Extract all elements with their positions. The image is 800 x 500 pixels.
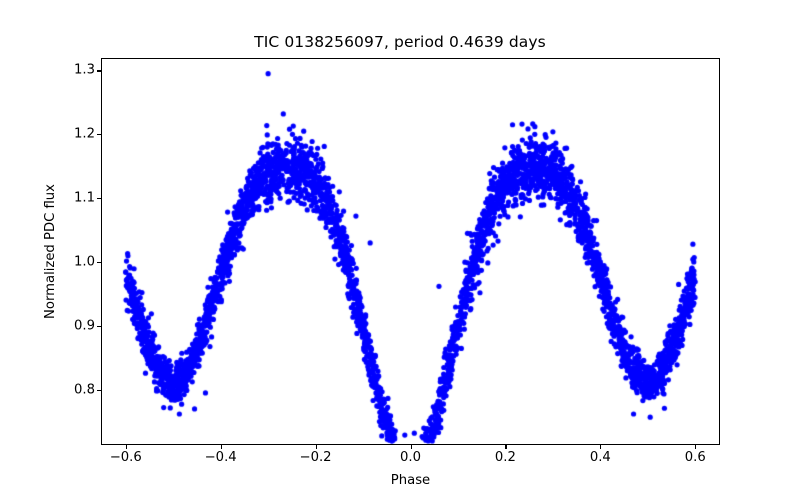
y-tick-mark bbox=[97, 70, 101, 72]
x-tick-mark bbox=[315, 445, 317, 449]
y-axis-label: Normalized PDC flux bbox=[43, 184, 58, 319]
x-tick-label: −0.6 bbox=[109, 450, 142, 465]
x-tick-label: 0.4 bbox=[589, 450, 611, 465]
x-tick-label: −0.2 bbox=[299, 450, 332, 465]
y-tick-label: 1.0 bbox=[74, 254, 95, 270]
y-tick-mark bbox=[97, 389, 101, 391]
x-tick-mark bbox=[600, 445, 602, 449]
y-tick-label: 0.9 bbox=[74, 318, 95, 334]
x-tick-mark bbox=[125, 445, 127, 449]
x-tick-mark bbox=[220, 445, 222, 449]
x-tick-label: 0.6 bbox=[684, 450, 706, 465]
y-tick-mark bbox=[97, 325, 101, 327]
y-tick-mark bbox=[97, 134, 101, 136]
x-tick-label: 0.0 bbox=[400, 450, 421, 465]
y-tick-mark bbox=[97, 198, 101, 200]
x-tick-label: 0.2 bbox=[494, 450, 516, 465]
scatter-plot-canvas bbox=[102, 59, 719, 444]
y-tick-mark bbox=[97, 262, 101, 264]
y-tick-label: 0.8 bbox=[74, 382, 95, 398]
x-tick-mark bbox=[695, 445, 697, 449]
y-axis-tick-labels: 0.8 0.9 1.0 1.1 1.2 1.3 bbox=[45, 0, 95, 500]
plot-area bbox=[101, 58, 720, 445]
x-tick-mark bbox=[410, 445, 412, 449]
y-tick-label: 1.2 bbox=[74, 126, 95, 142]
y-tick-label: 1.1 bbox=[74, 190, 95, 206]
y-tick-label: 1.3 bbox=[74, 62, 95, 78]
x-tick-mark bbox=[505, 445, 507, 449]
x-axis-label: Phase bbox=[390, 473, 431, 488]
chart-title: TIC 0138256097, period 0.4639 days bbox=[254, 33, 546, 51]
x-tick-label: −0.4 bbox=[204, 450, 237, 465]
